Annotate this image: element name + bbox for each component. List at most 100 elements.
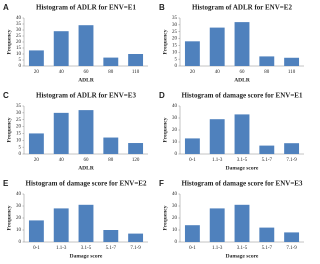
- bar: [259, 227, 275, 242]
- y-tick-label: 0: [175, 240, 178, 245]
- x-tick-label: 1.1-3: [212, 246, 223, 251]
- panel-label: D: [159, 91, 165, 100]
- chart-title: Histogram of damage score for ENV=E2: [26, 180, 147, 188]
- y-tick-label: 5: [19, 58, 22, 63]
- x-tick-label: 7.1-9: [286, 158, 297, 163]
- y-tick-label: 10: [172, 140, 178, 145]
- y-tick-label: 20: [16, 40, 22, 45]
- bar: [28, 133, 44, 154]
- x-tick-label: 0-1: [189, 246, 196, 251]
- bar: [234, 114, 250, 154]
- y-tick-label: 30: [172, 23, 178, 28]
- panel-label: A: [3, 3, 9, 12]
- bar: [128, 233, 144, 242]
- x-tick-label: 60: [84, 70, 90, 75]
- y-tick-label: 20: [16, 216, 22, 221]
- y-tick-label: 35: [16, 104, 22, 109]
- bar: [53, 31, 69, 66]
- bar: [128, 143, 144, 154]
- chart-title: Histogram of damage score for ENV=E1: [182, 92, 303, 100]
- x-axis-label: Damage score: [226, 253, 259, 259]
- y-axis-label: Frequency: [162, 205, 168, 230]
- bar: [284, 232, 300, 242]
- x-tick-label: 80: [264, 70, 270, 75]
- bar: [284, 143, 300, 154]
- y-tick-label: 5: [175, 57, 178, 62]
- y-tick-label: 40: [172, 192, 178, 197]
- y-tick-label: 0: [175, 64, 178, 69]
- x-tick-label: 80: [108, 70, 114, 75]
- bar: [259, 145, 275, 154]
- panel-label: B: [159, 3, 165, 12]
- y-tick-label: 30: [16, 204, 22, 209]
- bar: [184, 41, 200, 66]
- bar: [103, 230, 119, 242]
- bar: [234, 204, 250, 242]
- y-tick-label: 0: [19, 64, 22, 69]
- bar: [53, 112, 69, 154]
- x-tick-label: 110: [132, 70, 140, 75]
- x-tick-label: 3.1-5: [237, 246, 248, 251]
- x-tick-label: 60: [84, 158, 90, 163]
- bar: [209, 27, 225, 67]
- y-tick-label: 25: [172, 30, 178, 35]
- x-tick-label: 7.1-9: [130, 246, 141, 251]
- chart-title: Histogram of ADLR for ENV=E1: [36, 4, 136, 12]
- bar: [184, 225, 200, 242]
- y-tick-label: 30: [16, 111, 22, 116]
- bar: [259, 56, 275, 66]
- bar: [103, 137, 119, 154]
- x-tick-label: 7.1-9: [286, 246, 297, 251]
- y-tick-label: 20: [172, 216, 178, 221]
- y-tick-label: 40: [16, 16, 22, 21]
- bar: [53, 208, 69, 242]
- chart-title: Histogram of ADLR for ENV=E2: [192, 4, 292, 12]
- bar: [209, 119, 225, 154]
- x-tick-label: 5.1-7: [262, 246, 273, 251]
- y-tick-label: 30: [16, 28, 22, 33]
- y-tick-label: 35: [172, 16, 178, 21]
- y-tick-label: 25: [16, 34, 22, 39]
- bar: [128, 54, 144, 66]
- y-axis-label: Frequency: [162, 29, 168, 54]
- y-axis-label: Frequency: [6, 205, 12, 230]
- y-axis-label: Frequency: [6, 29, 12, 54]
- x-tick-label: 60: [240, 70, 246, 75]
- x-axis-label: ADLR: [234, 77, 251, 83]
- y-tick-label: 20: [16, 125, 22, 130]
- x-tick-label: 20: [190, 70, 196, 75]
- y-tick-label: 0: [19, 240, 22, 245]
- y-tick-label: 25: [16, 118, 22, 123]
- bar: [103, 57, 119, 66]
- figure: A Histogram of ADLR for ENV=E105101520253…: [3, 3, 304, 259]
- y-tick-label: 15: [16, 132, 22, 137]
- x-tick-label: 1.1-3: [56, 246, 67, 251]
- y-tick-label: 40: [16, 192, 22, 197]
- x-tick-label: 5.1-7: [262, 158, 273, 163]
- y-tick-label: 10: [172, 228, 178, 233]
- bar: [184, 138, 200, 154]
- bar: [209, 208, 225, 242]
- x-tick-label: 40: [59, 158, 65, 163]
- y-tick-label: 10: [172, 50, 178, 55]
- y-tick-label: 10: [16, 228, 22, 233]
- y-tick-label: 35: [16, 22, 22, 27]
- x-tick-label: 80: [108, 158, 114, 163]
- x-tick-label: 110: [288, 70, 296, 75]
- bar: [28, 50, 44, 66]
- x-tick-label: 3.1-5: [237, 158, 248, 163]
- chart-title: Histogram of ADLR for ENV=E3: [36, 92, 136, 100]
- x-tick-label: 40: [59, 70, 65, 75]
- bar: [28, 220, 44, 242]
- y-tick-label: 0: [175, 152, 178, 157]
- y-tick-label: 40: [172, 104, 178, 109]
- x-tick-label: 0-1: [33, 246, 40, 251]
- x-tick-label: 1.1-3: [212, 158, 223, 163]
- x-tick-label: 20: [34, 70, 40, 75]
- x-axis-label: ADLR: [78, 165, 95, 171]
- bar: [78, 110, 94, 154]
- x-axis-label: Damage score: [226, 165, 259, 171]
- y-tick-label: 30: [172, 204, 178, 209]
- y-tick-label: 10: [16, 138, 22, 143]
- panel-label: F: [159, 179, 164, 188]
